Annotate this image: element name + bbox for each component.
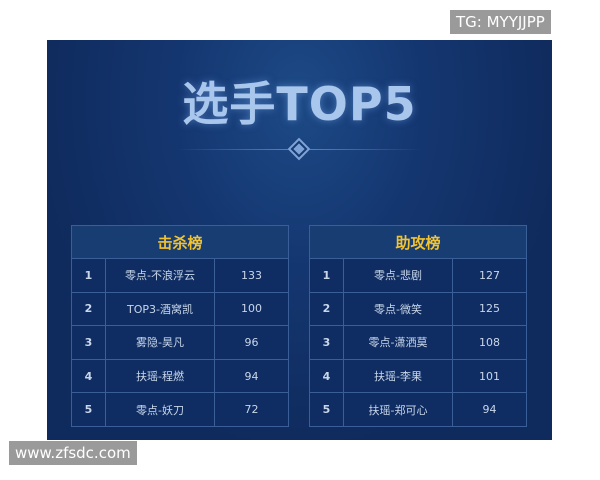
cell-name: 零点-潇洒莫 [343,325,453,360]
table-row: 2 TOP3-酒窝凯 100 [71,291,289,327]
page-title: 选手TOP5 [182,77,417,131]
cell-value: 72 [214,392,289,427]
cell-value: 94 [214,358,289,394]
assists-heading: 助攻榜 [309,225,527,259]
cell-rank: 2 [71,291,106,327]
cell-value: 108 [452,325,527,360]
cell-name: 扶瑶-郑可心 [343,392,453,427]
leaderboard-panel: 选手TOP5 击杀榜 1 零点-不浪浮云 133 2 TOP3-酒窝凯 100 3 雾隐-昊凡… [47,40,552,440]
table-row: 3 雾隐-昊凡 96 [71,325,289,360]
cell-rank: 4 [309,358,344,394]
table-row: 5 扶瑶-郑可心 94 [309,392,527,427]
cell-name: 扶瑶-李果 [343,358,453,394]
cell-rank: 4 [71,358,106,394]
cell-value: 96 [214,325,289,360]
table-row: 1 零点-悲剧 127 [309,258,527,293]
cell-value: 133 [214,258,289,293]
cell-name: 零点-微笑 [343,291,453,327]
cell-name: TOP3-酒窝凯 [105,291,215,327]
cell-value: 94 [452,392,527,427]
table-row: 1 零点-不浪浮云 133 [71,258,289,293]
table-row: 4 扶瑶-程燃 94 [71,358,289,394]
assists-table: 助攻榜 1 零点-悲剧 127 2 零点-微笑 125 3 零点-潇洒莫 108 4 扶瑶-李果 10… [309,225,527,427]
table-row: 4 扶瑶-李果 101 [309,358,527,394]
table-row: 2 零点-微笑 125 [309,291,527,327]
table-row: 3 零点-潇洒莫 108 [309,325,527,360]
cell-name: 零点-妖刀 [105,392,215,427]
cell-name: 扶瑶-程燃 [105,358,215,394]
cell-rank: 3 [71,325,106,360]
kills-table: 击杀榜 1 零点-不浪浮云 133 2 TOP3-酒窝凯 100 3 雾隐-昊凡 96 4 扶瑶-程… [71,225,289,427]
cell-rank: 5 [71,392,106,427]
cell-rank: 2 [309,291,344,327]
cell-rank: 1 [71,258,106,293]
kills-heading: 击杀榜 [71,225,289,259]
watermark-bottom: www.zfsdc.com [9,441,137,465]
cell-name: 零点-悲剧 [343,258,453,293]
watermark-top: TG: MYYJJPP [450,10,551,34]
cell-name: 雾隐-昊凡 [105,325,215,360]
cell-name: 零点-不浪浮云 [105,258,215,293]
cell-rank: 1 [309,258,344,293]
cell-value: 101 [452,358,527,394]
cell-rank: 3 [309,325,344,360]
cell-value: 100 [214,291,289,327]
cell-rank: 5 [309,392,344,427]
cell-value: 125 [452,291,527,327]
cell-value: 127 [452,258,527,293]
table-row: 5 零点-妖刀 72 [71,392,289,427]
